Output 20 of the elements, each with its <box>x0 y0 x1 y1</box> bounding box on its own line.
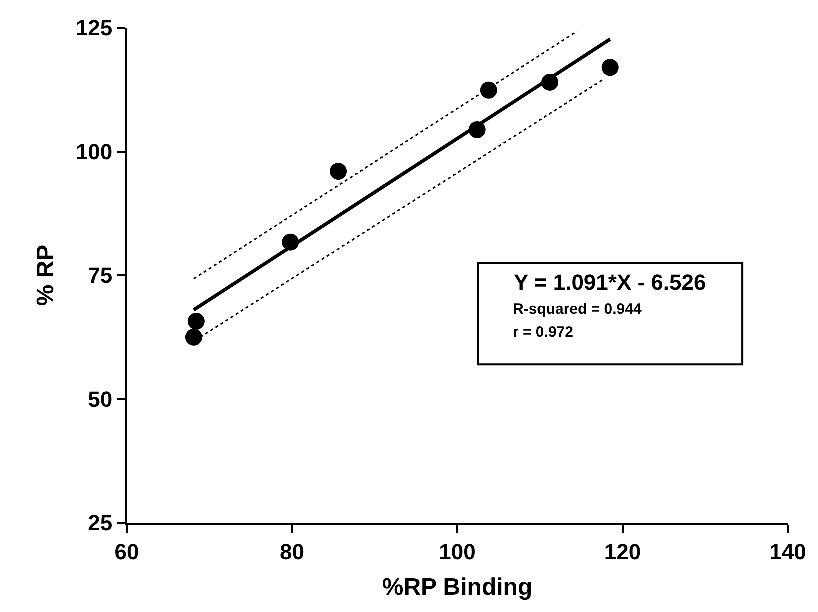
annotation: r = 0.972 <box>513 324 574 341</box>
annotation: R-squared = 0.944 <box>513 301 642 318</box>
y-tick-label: 25 <box>88 510 113 536</box>
point <box>480 82 498 99</box>
x-tick-label: 120 <box>604 539 642 564</box>
y-tick-label: 75 <box>88 263 113 288</box>
point <box>185 328 202 346</box>
point <box>188 313 205 330</box>
x-tick-label: 100 <box>439 539 476 564</box>
y-axis-title: % RP <box>32 244 60 306</box>
annotation: Y = 1.091*X - 6.526 <box>514 270 706 295</box>
x-tick-label: 80 <box>280 539 304 564</box>
point <box>330 163 348 180</box>
y-tick-label: 100 <box>76 139 113 164</box>
x-tick-label: 140 <box>770 539 806 564</box>
y-tick-label: 50 <box>88 386 113 412</box>
y-tick-label: 125 <box>76 16 113 41</box>
x-axis-title: %RP Binding <box>382 574 533 602</box>
point <box>602 59 619 76</box>
x-tick-label: 60 <box>114 539 140 564</box>
